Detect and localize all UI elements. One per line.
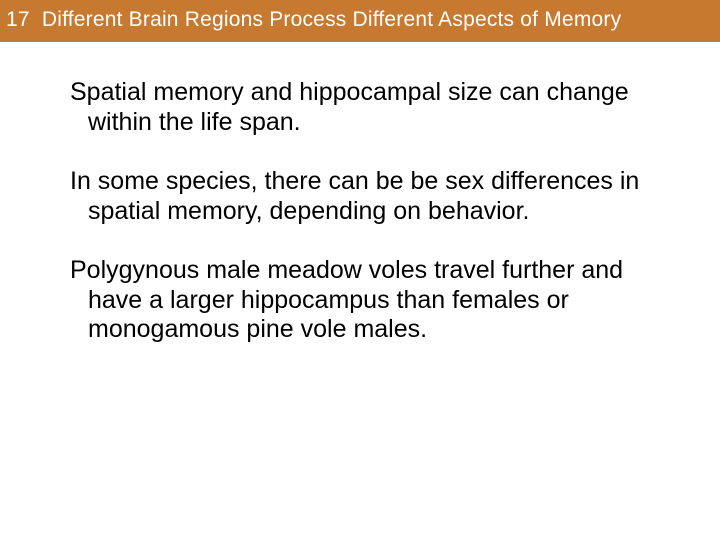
slide-body: Spatial memory and hippocampal size can … [0, 42, 720, 345]
paragraph: Polygynous male meadow voles travel furt… [70, 256, 650, 345]
slide-number: 17 [6, 8, 30, 31]
slide-title: Different Brain Regions Process Differen… [42, 8, 621, 31]
paragraph: In some species, there can be be sex dif… [70, 167, 650, 226]
title-bar: 17 Different Brain Regions Process Diffe… [0, 0, 720, 42]
paragraph: Spatial memory and hippocampal size can … [70, 78, 650, 137]
slide: 17 Different Brain Regions Process Diffe… [0, 0, 720, 540]
